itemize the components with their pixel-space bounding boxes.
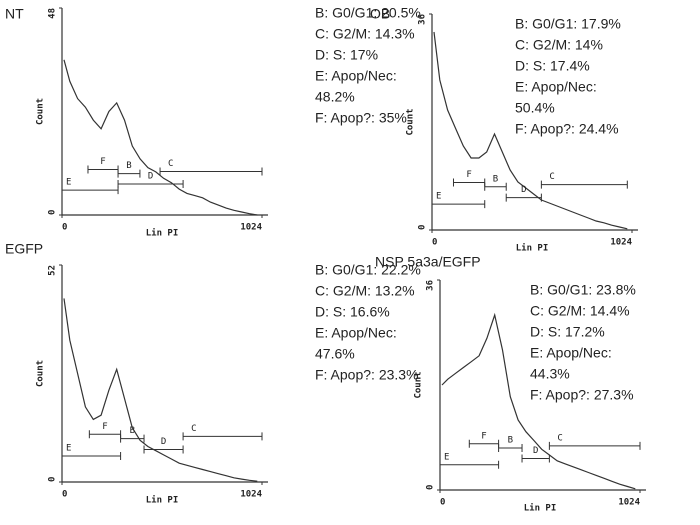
panel-title: OB bbox=[370, 6, 390, 22]
gate-label: D bbox=[521, 185, 526, 195]
y-tick-label: 0 bbox=[418, 225, 428, 230]
stat-line: B: G0/G1: 17.9% bbox=[515, 16, 621, 32]
y-tick-label: 0 bbox=[426, 485, 436, 490]
x-tick-label: 1024 bbox=[610, 238, 632, 248]
x-axis-label: Lin PI bbox=[146, 495, 179, 506]
x-tick-label: 1024 bbox=[618, 498, 640, 508]
x-axis-label: Lin PI bbox=[516, 243, 549, 254]
stat-line: C: G2/M: 13.2% bbox=[315, 283, 415, 299]
gate-label: B bbox=[493, 174, 498, 184]
stat-line: D: S: 17.4% bbox=[515, 58, 590, 74]
gate bbox=[117, 179, 184, 188]
gate-label: E bbox=[66, 443, 71, 453]
panel: NT 0 48 0 1024 Count Lin PI E F B D C B: G0/G1: 20.5… bbox=[5, 5, 421, 239]
stat-line: B: G0/G1: 23.8% bbox=[530, 282, 636, 298]
histogram-line bbox=[441, 312, 636, 490]
y-axis-label: Count bbox=[414, 371, 424, 398]
x-tick-label: 0 bbox=[432, 238, 437, 248]
gate-label: D bbox=[161, 437, 166, 447]
stat-line: 47.6% bbox=[315, 346, 355, 362]
x-tick-label: 1024 bbox=[240, 223, 262, 233]
histogram-line bbox=[63, 59, 258, 216]
gate-label: E bbox=[66, 178, 71, 188]
gate-label: F bbox=[102, 422, 107, 432]
gate bbox=[498, 444, 523, 452]
stat-line: 44.3% bbox=[530, 366, 570, 382]
gate-label: F bbox=[466, 170, 471, 180]
gate-label: F bbox=[100, 157, 105, 167]
stat-line: F: Apop?: 24.4% bbox=[515, 121, 619, 137]
gate bbox=[521, 454, 550, 463]
stat-line: B: G0/G1: 22.2% bbox=[315, 262, 421, 278]
stat-line: E: Apop/Nec: bbox=[515, 79, 597, 95]
stat-line: F: Apop?: 35% bbox=[315, 110, 407, 126]
y-tick-label: 36 bbox=[418, 14, 428, 25]
gate bbox=[548, 441, 641, 450]
panel: OB 0 36 0 1024 Count Lin PI E F B D C B: G0/G1: 17.9… bbox=[370, 6, 638, 254]
gate-label: E bbox=[436, 192, 441, 202]
gate-label: E bbox=[444, 452, 449, 462]
y-tick-label: 52 bbox=[48, 265, 58, 276]
x-axis-label: Lin PI bbox=[524, 503, 557, 514]
stat-line: E: Apop/Nec: bbox=[315, 68, 397, 84]
stat-line: B: G0/G1: 20.5% bbox=[315, 5, 421, 21]
stat-line: E: Apop/Nec: bbox=[315, 325, 397, 341]
gate bbox=[540, 180, 628, 189]
gate-label: C bbox=[168, 159, 173, 169]
panel: NSP 5a3a/EGFP 0 36 0 1024 Count Lin PI E F B D C B: … bbox=[375, 254, 646, 514]
gate-label: B bbox=[130, 426, 135, 436]
gate-label: D bbox=[533, 446, 538, 456]
y-tick-label: 48 bbox=[48, 8, 58, 19]
gate-label: C bbox=[191, 424, 196, 434]
y-tick-label: 36 bbox=[426, 280, 436, 291]
x-tick-label: 0 bbox=[440, 498, 445, 508]
histogram-line bbox=[63, 298, 258, 482]
gate-label: B bbox=[508, 436, 513, 446]
gate bbox=[143, 445, 184, 454]
y-axis-label: Count bbox=[36, 98, 46, 125]
y-tick-label: 0 bbox=[48, 477, 58, 482]
stat-line: C: G2/M: 14.3% bbox=[315, 26, 415, 42]
gate bbox=[159, 167, 263, 176]
y-axis-label: Count bbox=[406, 108, 416, 135]
gate bbox=[120, 434, 145, 443]
y-tick-label: 0 bbox=[48, 210, 58, 215]
stat-line: 50.4% bbox=[515, 100, 555, 116]
panel-title: NSP 5a3a/EGFP bbox=[375, 254, 481, 270]
gate-label: D bbox=[148, 171, 153, 181]
histogram-line bbox=[433, 31, 628, 230]
stat-line: C: G2/M: 14.4% bbox=[530, 303, 630, 319]
y-axis-label: Count bbox=[36, 360, 46, 387]
gate-label: B bbox=[126, 161, 131, 171]
panel-title: NT bbox=[5, 6, 24, 22]
stat-line: C: G2/M: 14% bbox=[515, 37, 603, 53]
gate bbox=[505, 193, 542, 202]
gate bbox=[61, 451, 122, 460]
panel-title: EGFP bbox=[5, 241, 43, 257]
stat-line: D: S: 17% bbox=[315, 47, 378, 63]
x-axis-label: Lin PI bbox=[146, 228, 179, 239]
gate bbox=[484, 182, 507, 191]
stat-line: F: Apop?: 27.3% bbox=[530, 387, 634, 403]
stat-line: 48.2% bbox=[315, 89, 355, 105]
gate bbox=[182, 432, 263, 441]
panel: EGFP 0 52 0 1024 Count Lin PI E F B D C B: G0/G1: 22… bbox=[5, 241, 421, 506]
stat-line: D: S: 17.2% bbox=[530, 324, 605, 340]
x-tick-label: 0 bbox=[62, 490, 67, 500]
x-tick-label: 0 bbox=[62, 223, 67, 233]
gate-label: F bbox=[481, 431, 486, 441]
stat-line: D: S: 16.6% bbox=[315, 304, 390, 320]
gate-label: C bbox=[549, 172, 554, 182]
stat-line: F: Apop?: 23.3% bbox=[315, 367, 419, 383]
stat-line: E: Apop/Nec: bbox=[530, 345, 612, 361]
gate bbox=[431, 200, 486, 209]
x-tick-label: 1024 bbox=[240, 490, 262, 500]
gate bbox=[117, 169, 141, 178]
gate bbox=[439, 460, 500, 469]
gate-label: C bbox=[557, 433, 562, 443]
